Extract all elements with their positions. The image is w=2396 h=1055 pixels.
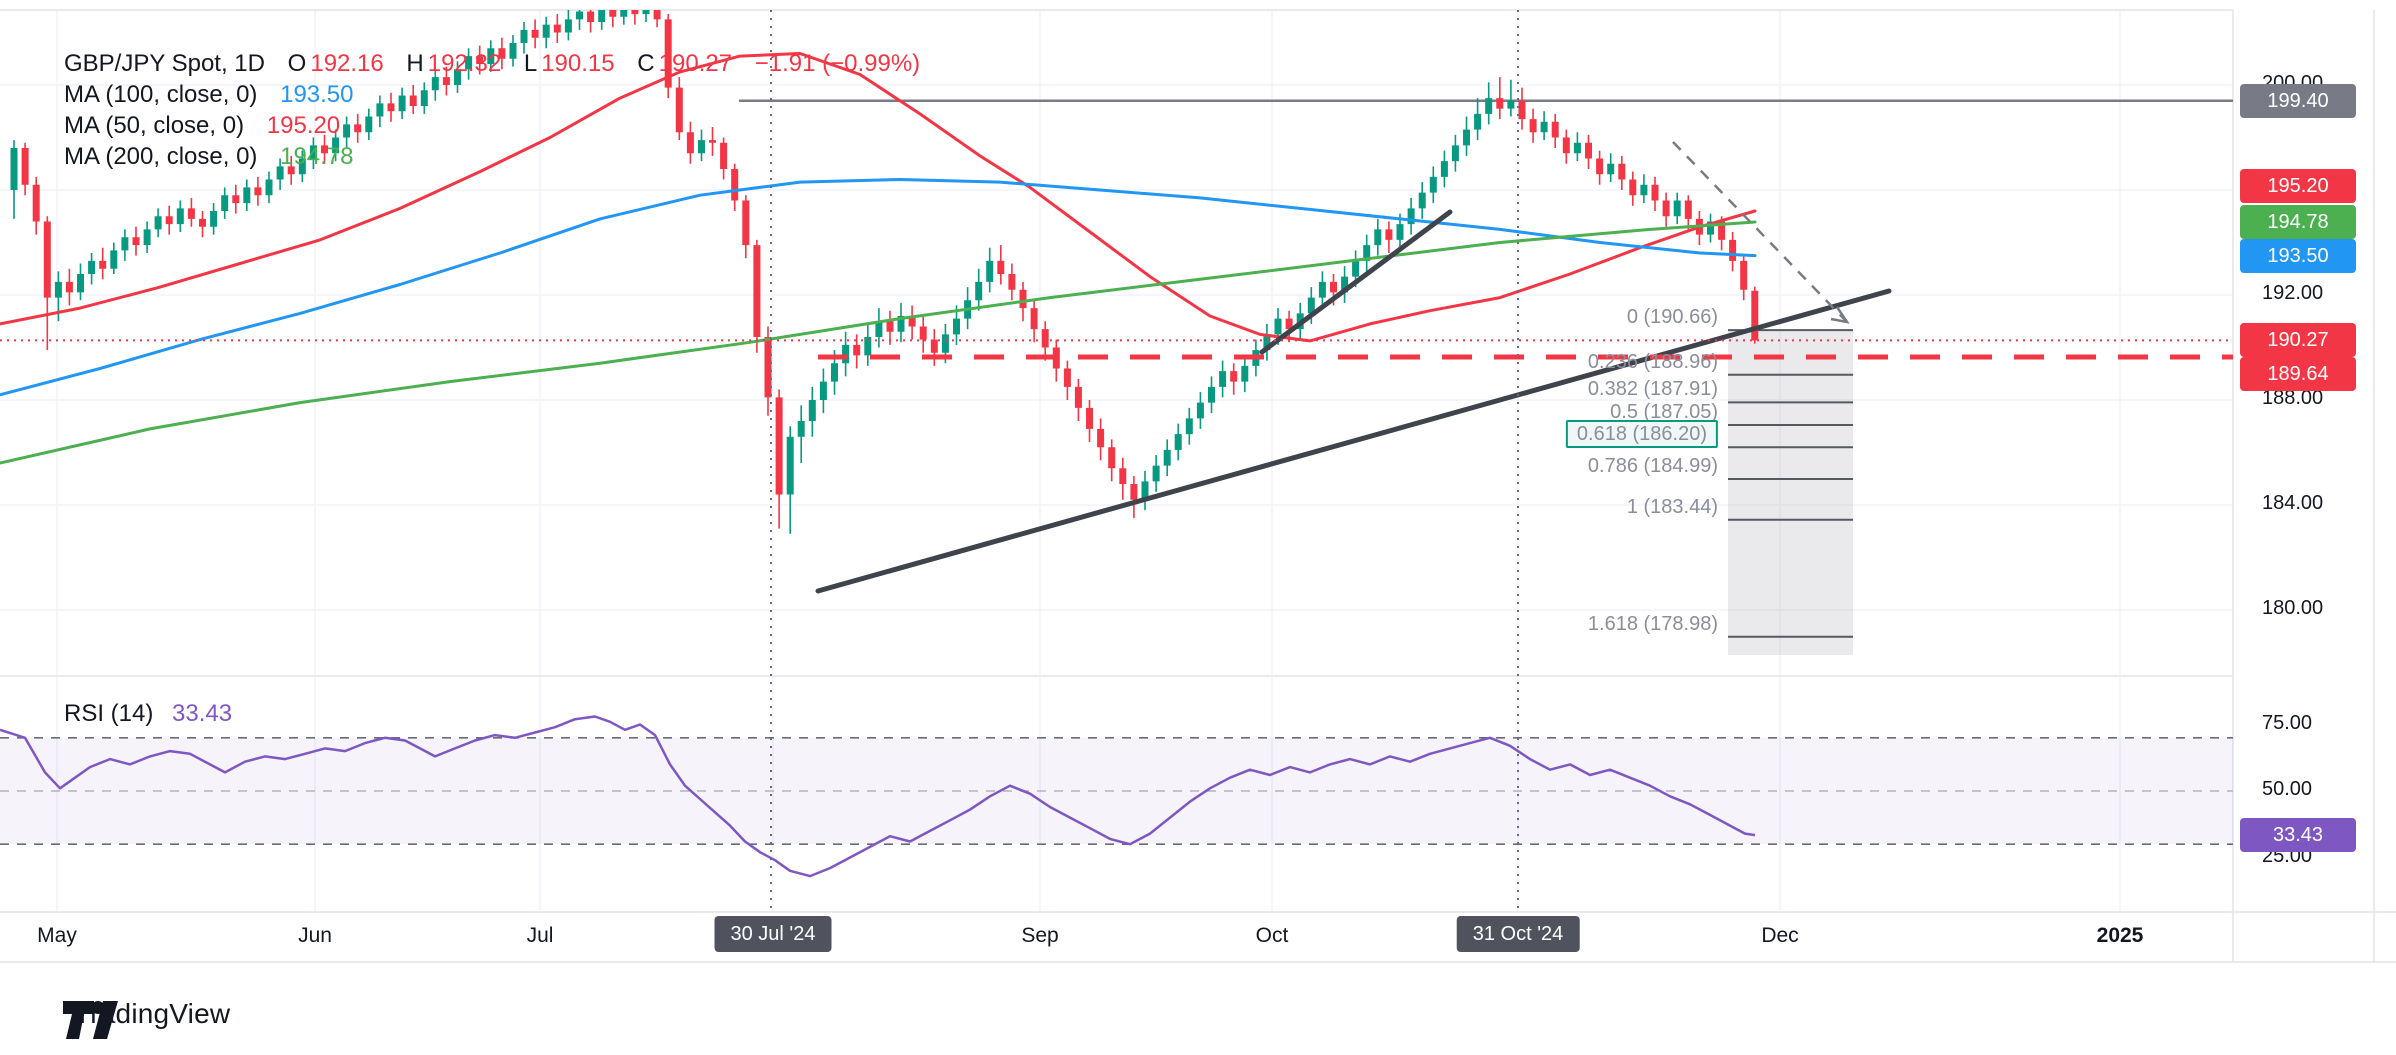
- tradingview-logo[interactable]: TradingView: [62, 998, 230, 1039]
- price-badge-195.20: 195.20: [2240, 169, 2356, 203]
- ma200-line[interactable]: [0, 220, 1757, 465]
- rsi-legend-row[interactable]: RSI (14) 33.43: [64, 698, 232, 729]
- ma200-legend-row[interactable]: MA (200, close, 0) 194.78: [64, 141, 924, 172]
- ma100-value: 193.50: [280, 81, 354, 108]
- fib-label-1: 1 (183.44): [1626, 495, 1718, 518]
- rsi-line[interactable]: [0, 715, 1756, 878]
- price-badge-193.50: 193.50: [2240, 239, 2356, 273]
- time-label-Dec: Dec: [1761, 924, 1799, 947]
- ma100-legend-row[interactable]: MA (100, close, 0) 193.50: [64, 79, 924, 110]
- rsi-value: 33.43: [172, 700, 233, 727]
- ma200-label: MA (200, close, 0): [64, 143, 258, 170]
- time-label-2025: 2025: [2096, 924, 2144, 947]
- main-legend: GBP/JPY Spot, 1D O 192.16 H 192.32 L 190.15…: [64, 48, 924, 172]
- time-label-May: May: [37, 924, 77, 947]
- time-label-Jul: Jul: [526, 924, 554, 947]
- low-label: L: [523, 50, 538, 77]
- price-badge-190.27: 190.27: [2240, 323, 2356, 357]
- ma50-value: 195.20: [266, 112, 341, 139]
- tradingview-logo-icon: [63, 1001, 118, 1039]
- price-tick-192.00: 192.00: [2262, 282, 2324, 304]
- price-tick-180.00: 180.00: [2262, 597, 2324, 619]
- projection-dashed-line[interactable]: [1672, 141, 1848, 323]
- open-label: O: [287, 50, 307, 77]
- fib-extension-box[interactable]: [1728, 330, 1853, 655]
- fib-label-0.382: 0.382 (187.91): [1587, 378, 1718, 401]
- fib-label-1.618: 1.618 (178.98): [1587, 612, 1718, 635]
- ma50-label: MA (50, close, 0): [64, 112, 245, 139]
- price-tick-184.00: 184.00: [2262, 492, 2324, 514]
- open-value: 192.16: [310, 50, 384, 77]
- symbol-title[interactable]: GBP/JPY Spot, 1D: [64, 50, 265, 77]
- rsi-badge-33.43: 33.43: [2240, 818, 2356, 853]
- grid-lines: [0, 10, 2233, 912]
- high-label: H: [406, 50, 424, 77]
- price-tick-188.00: 188.00: [2262, 387, 2324, 409]
- close-label: C: [637, 50, 655, 77]
- fib-label-0.786: 0.786 (184.99): [1587, 455, 1718, 477]
- ma200-value: 194.78: [280, 143, 354, 170]
- fib-label-0.618: 0.618 (186.20): [1565, 420, 1718, 449]
- fib-level-lines: [1728, 329, 1853, 638]
- projection-arrowhead: [1830, 306, 1850, 324]
- trendline-2[interactable]: [1259, 209, 1453, 355]
- ma50-legend-row[interactable]: MA (50, close, 0) 195.20: [64, 110, 924, 141]
- trendline-1[interactable]: [815, 288, 1892, 594]
- rsi-label: RSI (14): [64, 700, 154, 727]
- time-badge: 30 Jul '24: [714, 916, 832, 952]
- close-value: 190.27: [658, 50, 733, 77]
- rsi-tick-50.00: 50.00: [2262, 778, 2313, 800]
- fib-label-0.5: 0.5 (187.05): [1610, 400, 1718, 423]
- price-badge-199.40: 199.40: [2240, 84, 2356, 118]
- high-value: 192.32: [427, 50, 502, 77]
- ma50-line[interactable]: [0, 52, 1757, 343]
- rsi-band: [0, 737, 2233, 845]
- price-badge-194.78: 194.78: [2240, 205, 2356, 239]
- pane-borders: [0, 9, 2396, 963]
- price-badge-189.64: 189.64: [2240, 357, 2356, 391]
- ma100-line[interactable]: [0, 178, 1757, 397]
- time-badge: 31 Oct '24: [1456, 916, 1580, 952]
- ma100-label: MA (100, close, 0): [64, 81, 258, 108]
- time-label-Oct: Oct: [1255, 924, 1289, 947]
- change-value: −1.91 (−0.99%): [754, 50, 921, 77]
- time-label-Sep: Sep: [1021, 924, 1059, 947]
- fib-label-0: 0 (190.66): [1626, 306, 1718, 329]
- rsi-tick-75.00: 75.00: [2262, 711, 2313, 734]
- symbol-ohlc-row[interactable]: GBP/JPY Spot, 1D O 192.16 H 192.32 L 190.15…: [64, 48, 924, 79]
- time-label-Jun: Jun: [298, 924, 332, 947]
- fib-label-0.236: 0.236 (188.96): [1587, 350, 1718, 373]
- low-value: 190.15: [541, 50, 615, 77]
